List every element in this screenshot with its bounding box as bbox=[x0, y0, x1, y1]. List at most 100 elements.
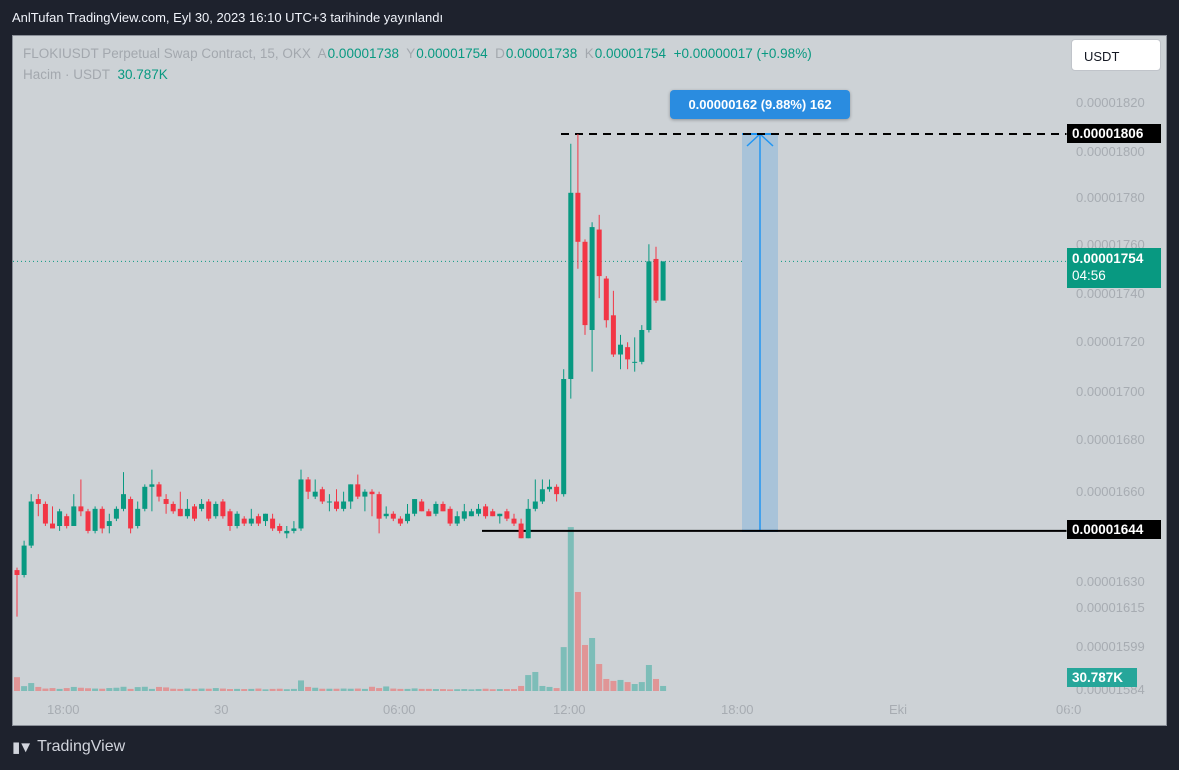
candle-up bbox=[28, 501, 34, 546]
low-price-tag: 0.00001644 bbox=[1067, 520, 1161, 539]
candle-down bbox=[128, 499, 134, 529]
volume-bar bbox=[567, 527, 574, 691]
candle-down bbox=[220, 501, 226, 517]
open-label: A bbox=[317, 46, 327, 61]
volume-bar bbox=[312, 687, 319, 691]
volume-bar bbox=[482, 688, 489, 691]
volume-bar bbox=[184, 688, 191, 691]
candle-up bbox=[291, 528, 297, 531]
candle-up bbox=[121, 494, 126, 509]
volume-bar bbox=[617, 679, 624, 691]
candle-up bbox=[412, 499, 418, 514]
candle-down bbox=[440, 503, 446, 512]
symbol-legend: FLOKIUSDT Perpetual Swap Contract, 15, O… bbox=[23, 46, 812, 61]
volume-bar bbox=[198, 688, 205, 691]
volume-bar bbox=[305, 686, 312, 691]
candle-up bbox=[263, 513, 268, 522]
volume-bar bbox=[63, 688, 70, 691]
candle-up bbox=[497, 513, 503, 517]
candle-down bbox=[603, 278, 609, 321]
open-value: 0.00001738 bbox=[327, 46, 399, 61]
volume-bar bbox=[461, 689, 468, 691]
volume-value: 30.787K bbox=[117, 67, 168, 82]
volume-bar bbox=[631, 684, 638, 691]
volume-bar bbox=[518, 685, 525, 691]
candle-down bbox=[369, 491, 375, 495]
candle-down bbox=[376, 494, 382, 519]
chart-panel[interactable]: 0.00001820 0.00001800 0.00001780 0.00001760… bbox=[12, 35, 1167, 726]
volume-bar bbox=[624, 682, 631, 691]
candle-down bbox=[554, 486, 560, 495]
candle-up bbox=[71, 506, 77, 526]
candle-down bbox=[447, 508, 453, 524]
x-axis-tick: 18:00 bbox=[47, 702, 80, 717]
candle-down bbox=[163, 499, 169, 504]
volume-bar bbox=[77, 687, 84, 691]
candle-up bbox=[234, 513, 240, 526]
candle-down bbox=[653, 258, 659, 301]
volume-bar bbox=[35, 686, 42, 691]
candle-down bbox=[14, 570, 20, 575]
volume-bar bbox=[361, 688, 368, 691]
candle-up bbox=[135, 508, 141, 526]
volume-bar bbox=[404, 688, 411, 691]
volume-bar bbox=[298, 680, 304, 691]
volume-bar bbox=[205, 688, 212, 691]
volume-bar bbox=[397, 688, 404, 691]
volume-bar bbox=[354, 688, 361, 691]
publication-caption: AnlTufan TradingView.com, Eyl 30, 2023 1… bbox=[12, 10, 444, 25]
tradingview-footer: ▮▼ TradingView bbox=[12, 738, 125, 756]
volume-bar bbox=[21, 686, 28, 691]
candle-down bbox=[35, 499, 41, 504]
candle-up bbox=[184, 508, 190, 517]
volume-bar bbox=[511, 689, 517, 691]
current-price: 0.00001754 bbox=[1072, 251, 1144, 266]
candle-down bbox=[177, 508, 183, 517]
candlestick-chart[interactable]: 0.000018200.000018000.000017800.00001760… bbox=[13, 36, 1167, 726]
candle-up bbox=[362, 491, 368, 497]
candle-up bbox=[618, 344, 623, 355]
volume-bar bbox=[120, 686, 127, 691]
volume-bar bbox=[283, 689, 290, 691]
candle-up bbox=[454, 516, 460, 524]
candle-up bbox=[213, 503, 219, 517]
candle-down bbox=[511, 518, 517, 524]
volume-bar bbox=[255, 688, 262, 691]
candle-up bbox=[539, 489, 545, 502]
candle-down bbox=[85, 511, 91, 531]
candle-down bbox=[483, 506, 489, 517]
close-value: 0.00001754 bbox=[594, 46, 667, 61]
candle-up bbox=[532, 501, 538, 509]
volume-bar bbox=[383, 686, 390, 691]
volume-bar bbox=[574, 591, 581, 691]
y-axis-tick: 0.00001630 bbox=[1076, 574, 1145, 589]
candle-down bbox=[504, 511, 510, 519]
candle-down bbox=[50, 523, 55, 529]
candle-up bbox=[341, 501, 347, 509]
volume-bar bbox=[503, 689, 510, 691]
volume-bar bbox=[163, 687, 170, 691]
candle-up bbox=[461, 511, 467, 519]
volume-bar bbox=[447, 689, 454, 691]
volume-bar bbox=[603, 678, 610, 691]
volume-tag: 30.787K bbox=[1067, 668, 1137, 687]
y-axis-tick: 0.00001615 bbox=[1076, 600, 1145, 615]
candle-down bbox=[241, 518, 247, 524]
currency-button[interactable]: USDT bbox=[1071, 39, 1161, 71]
candle-up bbox=[468, 511, 474, 517]
candle-down bbox=[390, 513, 396, 519]
volume-bar bbox=[14, 677, 20, 691]
volume-bar bbox=[525, 675, 532, 691]
volume-bar bbox=[390, 688, 397, 691]
volume-bar bbox=[56, 688, 63, 691]
volume-bar bbox=[28, 683, 35, 691]
candle-down bbox=[319, 489, 325, 502]
candle-up bbox=[476, 508, 481, 514]
x-axis-tick: 06:0 bbox=[1056, 702, 1081, 717]
low-value: 0.00001738 bbox=[505, 46, 578, 61]
candle-down bbox=[42, 503, 48, 524]
candle-down bbox=[575, 192, 581, 242]
high-label: Y bbox=[406, 46, 416, 61]
candle-up bbox=[326, 501, 332, 503]
volume-bar bbox=[269, 688, 276, 691]
